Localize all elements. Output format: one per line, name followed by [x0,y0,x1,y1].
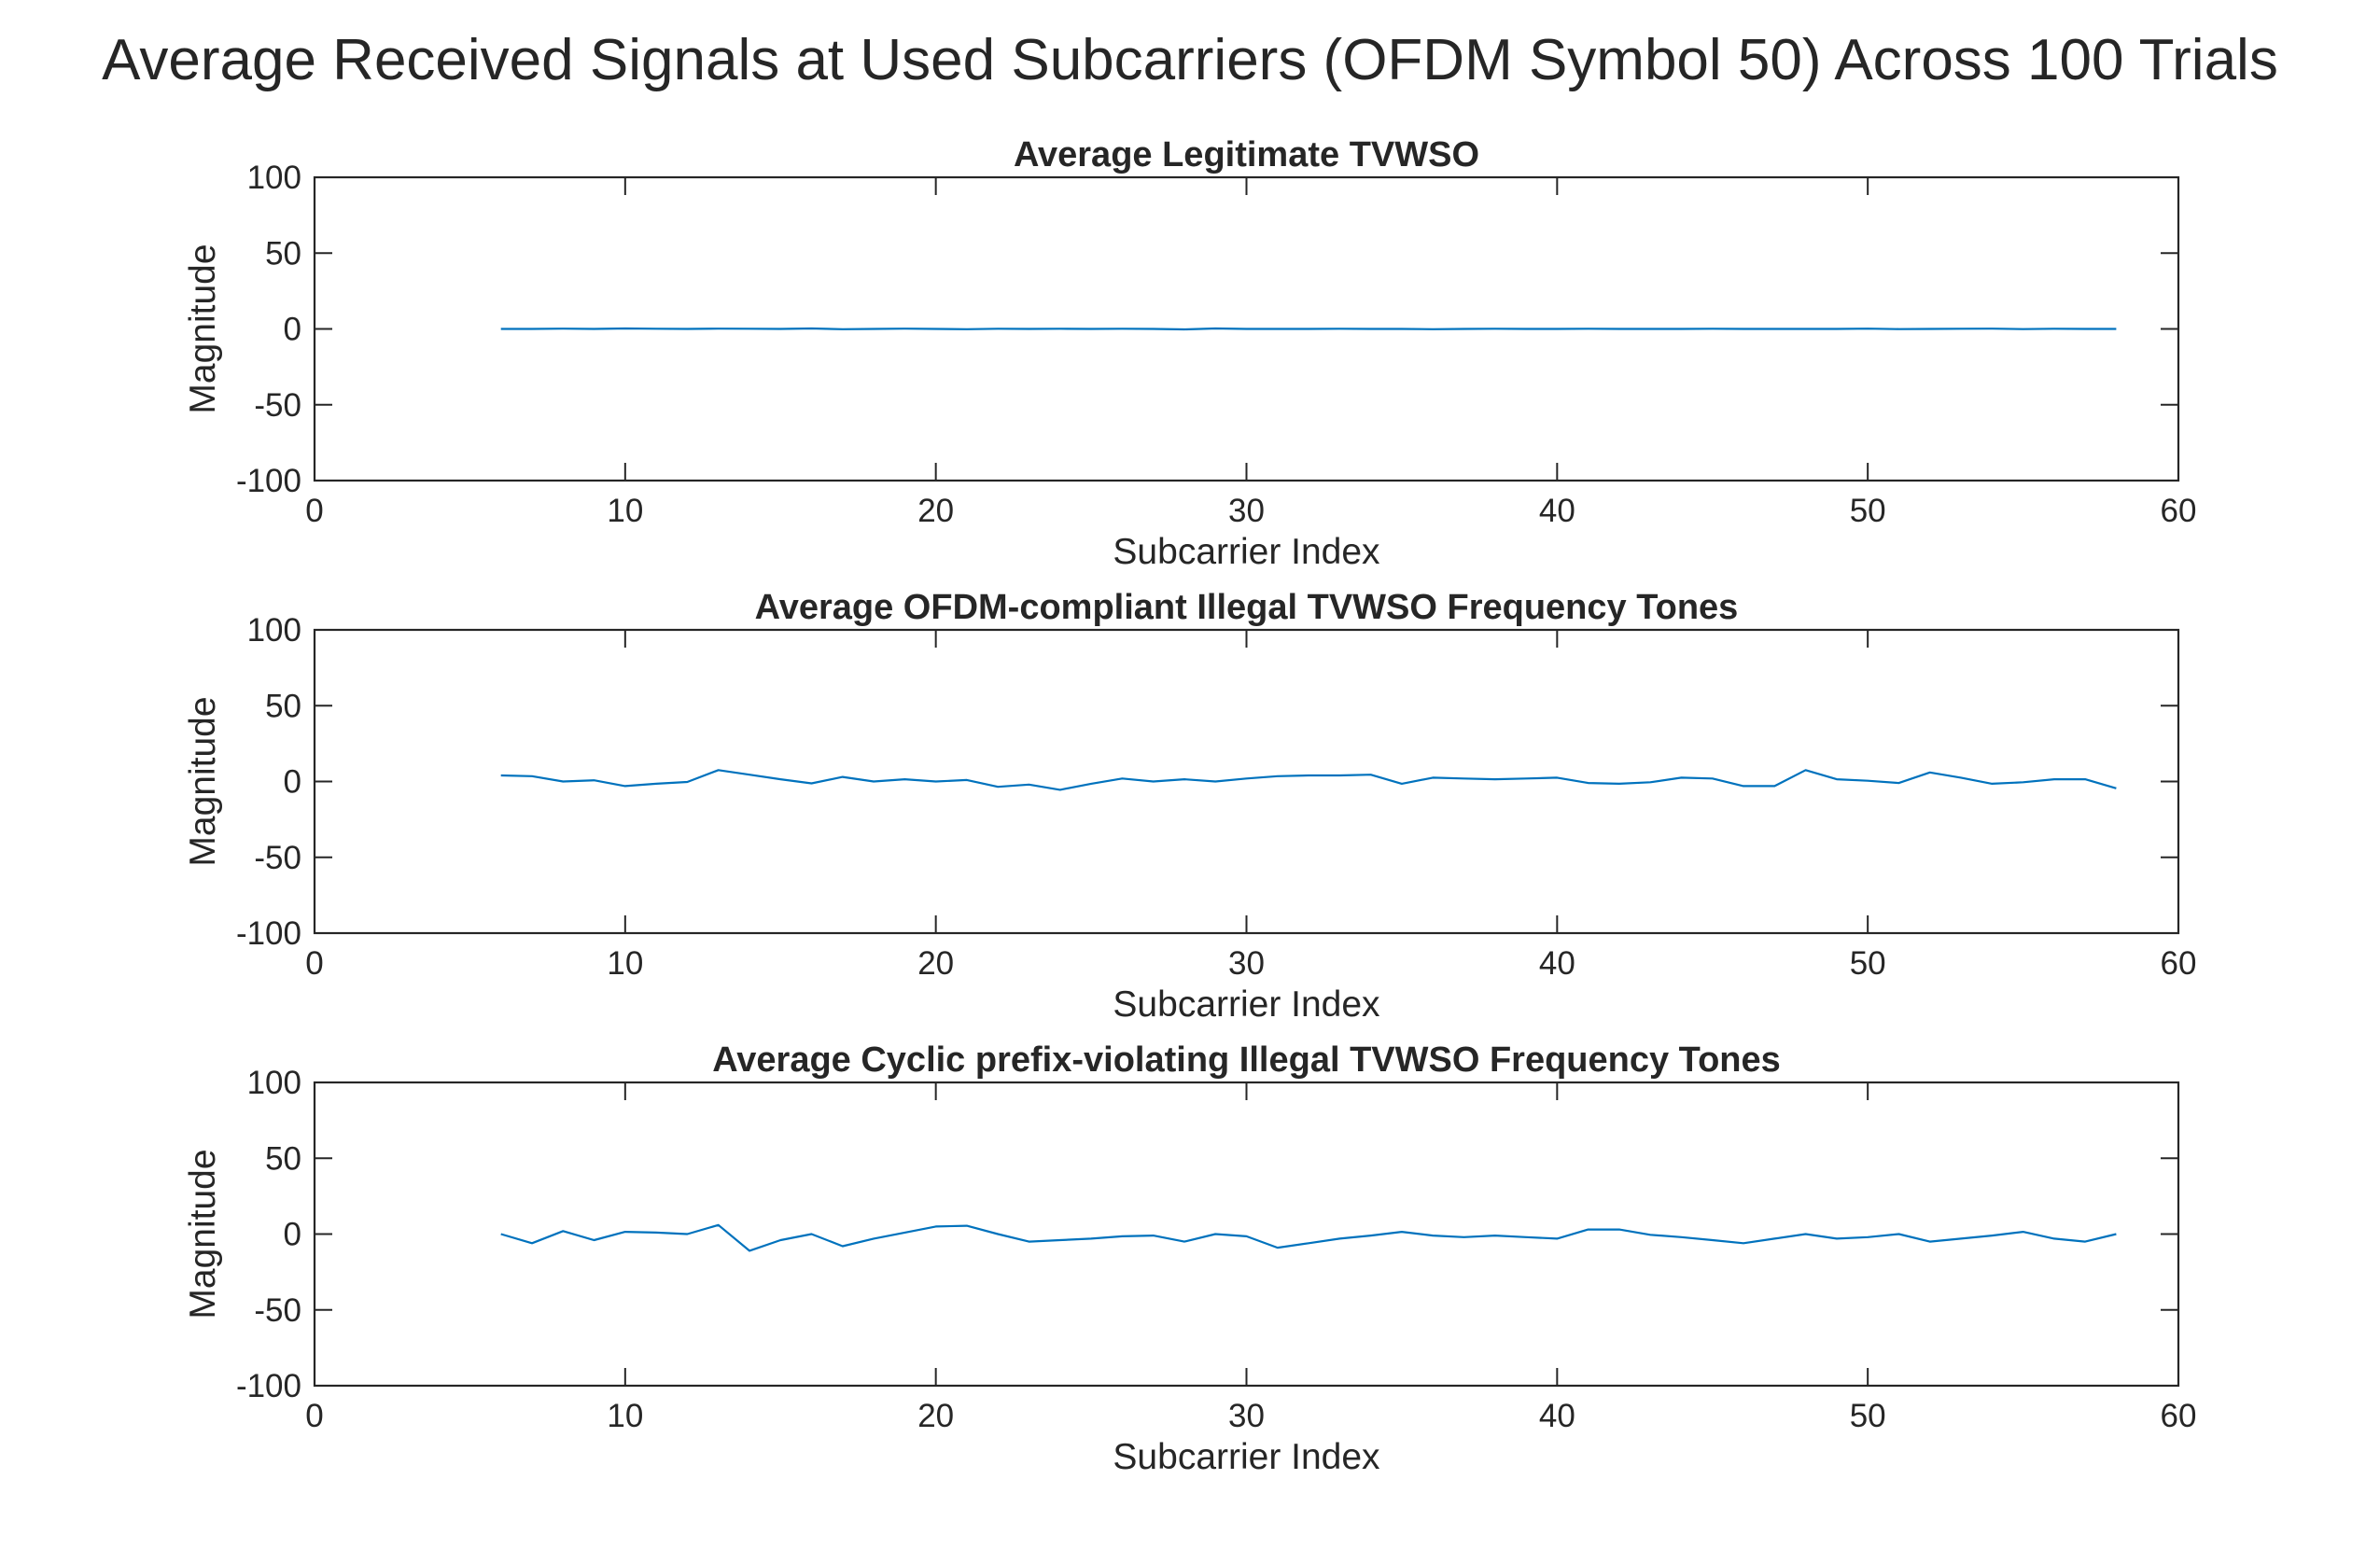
x-tick-label: 0 [305,493,323,529]
plot-area-frame [313,628,2180,935]
x-tick-label: 30 [1228,493,1265,529]
x-tick-label: 10 [607,493,643,529]
subplot-1: 0 10 20 30 40 50 60 -100 -50 0 50 100 Average Legiti… [183,135,2196,572]
x-axis-label: Subcarrier Index [1113,1437,1380,1477]
y-tick-label: 0 [284,312,301,348]
subplot-title: Average OFDM-compliant Illegal TVWSO Fre… [755,588,1739,627]
y-tick-label: -100 [236,1368,301,1404]
x-tick-label: 60 [2161,493,2197,529]
x-tick-label: 30 [1228,945,1265,982]
x-tick-label: 20 [917,945,954,982]
x-axis-label: Subcarrier Index [1113,532,1380,572]
subplot-title: Average Cyclic prefix-violating Illegal … [712,1040,1781,1080]
subplot-2: 0 10 20 30 40 50 60 -100 -50 0 50 100 Average OFDM-c… [183,588,2196,1025]
y-tick-label: 100 [247,160,301,196]
x-tick-label: 40 [1539,493,1575,529]
x-tick-label: 50 [1850,945,1886,982]
x-tick-label: 0 [305,945,323,982]
y-axis-label: Magnitude [183,1149,223,1319]
y-tick-label: 50 [265,1140,301,1177]
x-tick-label: 20 [917,1398,954,1434]
y-tick-label: 50 [265,688,301,724]
x-tick-label: 60 [2161,1398,2197,1434]
x-tick-label: 0 [305,1398,323,1434]
x-axis-label: Subcarrier Index [1113,984,1380,1025]
x-tick-label: 10 [607,945,643,982]
y-tick-label: -100 [236,915,301,952]
figure-title: Average Received Signals at Used Subcarr… [102,28,2278,92]
x-tick-label: 50 [1850,1398,1886,1434]
x-tick-label: 40 [1539,945,1575,982]
y-tick-label: 0 [284,1217,301,1253]
y-tick-label: -100 [236,463,301,499]
y-axis-label: Magnitude [183,696,223,866]
y-tick-label: 0 [284,764,301,801]
y-tick-label: -50 [254,840,301,876]
y-tick-label: 50 [265,235,301,272]
y-tick-label: -50 [254,387,301,424]
x-tick-label: 60 [2161,945,2197,982]
x-tick-label: 50 [1850,493,1886,529]
series-line [500,327,2117,331]
series-line [500,769,2117,791]
x-tick-label: 10 [607,1398,643,1434]
subplot-title: Average Legitimate TVWSO [1014,135,1479,174]
x-tick-label: 40 [1539,1398,1575,1434]
y-axis-label: Magnitude [183,244,223,413]
y-tick-label: 100 [247,612,301,649]
y-tick-label: -50 [254,1292,301,1329]
x-tick-label: 20 [917,493,954,529]
x-tick-label: 30 [1228,1398,1265,1434]
subplot-3: 0 10 20 30 40 50 60 -100 -50 0 50 100 Average Cyclic… [183,1040,2196,1477]
y-tick-label: 100 [247,1065,301,1101]
plot-area-frame [313,1081,2180,1388]
series-line [500,1223,2117,1252]
